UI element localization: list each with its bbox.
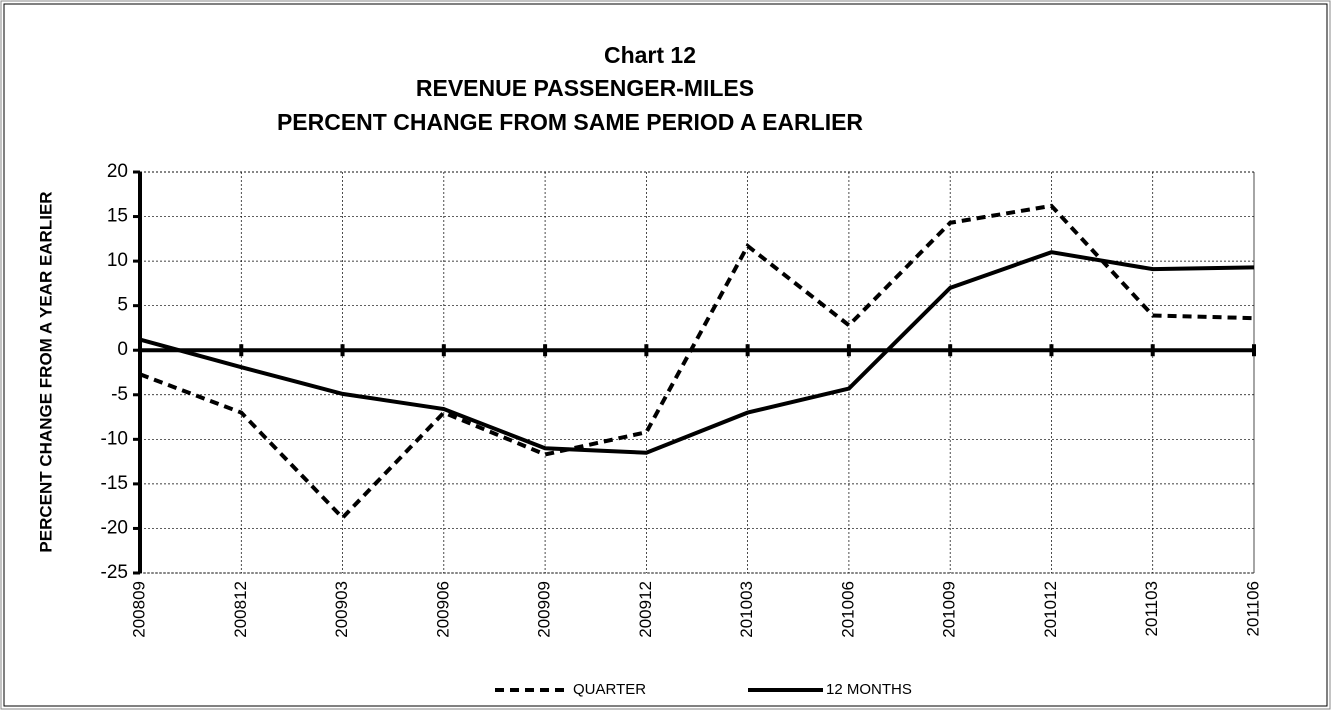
chart-border [3,3,1328,707]
y-axis-label: PERCENT CHANGE FROM A YEAR EARLIER [36,191,55,552]
y-tick-label: -15 [101,473,128,494]
chart-title: Chart 12 [604,42,696,68]
x-tick-label: 200912 [636,581,655,638]
y-tick-label: -5 [111,384,128,405]
series-line [139,203,1255,521]
x-tick-label: 201103 [1142,581,1161,636]
y-tick-label: -20 [101,517,128,538]
y-tick-label: 10 [107,250,128,271]
y-tick-label: -25 [101,562,128,583]
x-tick-label: 201006 [838,581,857,638]
x-tick-label: 201106 [1243,581,1262,636]
series-line [139,250,1255,455]
x-tick-label: 200812 [231,581,250,638]
x-tick-label: 200809 [129,581,148,638]
y-tick-label: 20 [107,161,128,182]
plot-border [139,171,1255,574]
x-tick-label: 200906 [433,581,452,638]
chart-title: PERCENT CHANGE FROM SAME PERIOD A EARLIE… [277,109,863,135]
legend-label: 12 MONTHS [826,681,912,698]
x-tick-label: 201003 [737,581,756,638]
legend-label: QUARTER [573,681,646,698]
y-tick-label: 15 [107,206,128,227]
x-tick-label: 200909 [535,581,554,638]
x-tick-label: 201012 [1041,581,1060,638]
chart-title: REVENUE PASSENGER-MILES [416,75,754,101]
x-tick-label: 200903 [332,581,351,638]
y-tick-label: 5 [117,295,128,316]
x-tick-label: 201009 [940,581,959,638]
y-tick-label: -10 [101,428,128,449]
y-tick-label: 0 [117,339,128,360]
